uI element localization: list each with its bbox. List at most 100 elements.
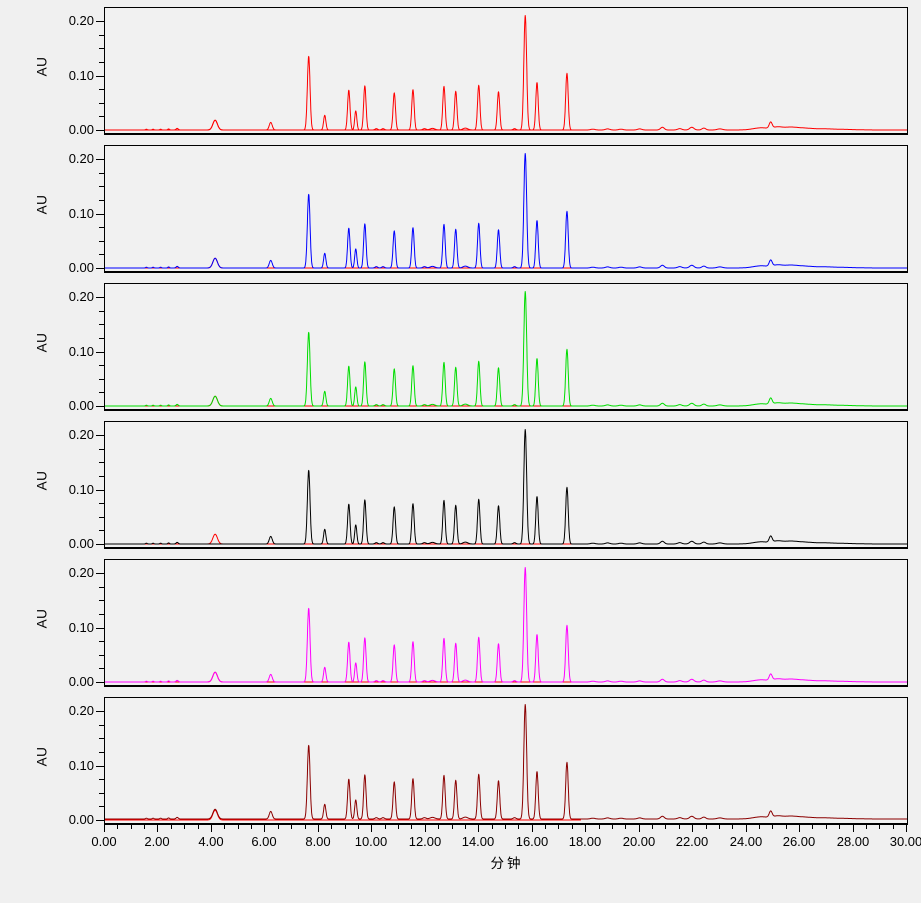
x-axis-tick-label-20.00: 20.00 — [622, 834, 656, 849]
plot-area-2 — [105, 153, 907, 269]
x-axis-major-tick — [585, 825, 586, 832]
y-axis-minor-tick — [99, 600, 104, 601]
y-axis-major-tick — [96, 627, 104, 629]
x-axis-minor-tick — [465, 825, 466, 829]
x-axis-tick-label-10.00: 10.00 — [354, 834, 388, 849]
x-axis-minor-tick — [411, 825, 412, 829]
x-axis-minor-tick — [879, 825, 880, 829]
y-axis-tick-label-0.20: 0.20 — [68, 703, 94, 718]
y-axis-minor-tick — [99, 324, 104, 325]
y-axis-title: AU — [34, 56, 50, 77]
y-axis-major-tick — [96, 711, 104, 712]
x-axis-minor-tick — [505, 825, 506, 829]
x-axis-tick-label-14.00: 14.00 — [461, 834, 495, 849]
y-axis-title: AU — [34, 194, 50, 215]
chromatogram-panel-6[interactable] — [104, 697, 908, 825]
y-axis-minor-tick — [99, 379, 104, 380]
y-axis-minor-tick — [99, 89, 104, 90]
y-axis-title: AU — [34, 746, 50, 767]
y-axis-tick-label-0.00: 0.00 — [68, 674, 94, 689]
y-axis-minor-tick — [99, 587, 104, 588]
chromatogram-panel-4[interactable] — [104, 421, 908, 549]
x-axis-minor-tick — [291, 825, 292, 829]
x-axis-minor-tick — [385, 825, 386, 829]
y-axis-minor-tick — [99, 476, 104, 477]
x-axis-minor-tick — [652, 825, 653, 829]
x-axis-minor-tick — [732, 825, 733, 829]
x-axis-major-tick — [371, 825, 372, 832]
y-axis-minor-tick — [99, 62, 104, 63]
y-axis-minor-tick — [99, 449, 104, 450]
x-axis-minor-tick — [224, 825, 225, 829]
trace-injection-4 — [105, 429, 907, 545]
x-axis-minor-tick — [772, 825, 773, 829]
y-axis-minor-tick — [99, 173, 104, 174]
y-axis-minor-tick — [99, 517, 104, 518]
x-axis-major-tick — [639, 825, 640, 832]
x-axis-minor-tick — [612, 825, 613, 829]
y-axis-major-tick — [96, 573, 104, 574]
x-axis-minor-tick — [198, 825, 199, 829]
y-axis-minor-tick — [99, 365, 104, 366]
x-axis-minor-tick — [719, 825, 720, 829]
x-axis-major-tick — [425, 825, 426, 832]
plot-area-6 — [105, 704, 907, 821]
y-axis-minor-tick — [99, 200, 104, 201]
x-axis-tick-label-24.00: 24.00 — [729, 834, 763, 849]
trace-injection-2 — [105, 153, 907, 269]
x-axis-minor-tick — [706, 825, 707, 829]
y-axis-minor-tick — [99, 392, 104, 393]
y-axis-tick-label-0.10: 0.10 — [68, 757, 94, 773]
x-axis-tick-label-0.00: 0.00 — [91, 834, 117, 849]
x-axis-major-tick — [853, 825, 854, 832]
x-axis-minor-tick — [251, 825, 252, 829]
x-axis-tick-label-12.00: 12.00 — [408, 834, 442, 849]
x-axis-major-tick — [799, 825, 800, 832]
x-axis-tick-label-8.00: 8.00 — [305, 834, 331, 849]
y-axis-major-tick — [96, 489, 104, 491]
x-axis-tick-label-26.00: 26.00 — [782, 834, 816, 849]
x-axis-minor-tick — [572, 825, 573, 829]
x-axis-minor-tick — [238, 825, 239, 829]
chromatogram-panel-5[interactable] — [104, 559, 908, 687]
x-axis-minor-tick — [826, 825, 827, 829]
y-axis-tick-label-0.10: 0.10 — [68, 67, 94, 83]
y-axis-minor-tick — [99, 241, 104, 242]
y-axis-title: AU — [34, 470, 50, 491]
x-axis-tick-label-6.00: 6.00 — [251, 834, 277, 849]
y-axis-tick-label-0.00: 0.00 — [68, 122, 94, 137]
x-axis-major-tick — [478, 825, 479, 832]
y-axis-minor-tick — [99, 725, 104, 726]
chromatogram-panel-1[interactable] — [104, 7, 908, 135]
x-axis-minor-tick — [786, 825, 787, 829]
y-axis-tick-label-0.20: 0.20 — [68, 289, 94, 304]
x-axis-minor-tick — [184, 825, 185, 829]
x-axis-minor-tick — [345, 825, 346, 829]
x-axis-major-tick — [746, 825, 747, 832]
y-axis-minor-tick — [99, 738, 104, 739]
chromatogram-panel-3[interactable] — [104, 283, 908, 411]
x-axis-major-tick — [211, 825, 212, 832]
y-axis-minor-tick — [99, 655, 104, 656]
y-axis-major-tick — [96, 159, 104, 160]
x-axis-minor-tick — [893, 825, 894, 829]
x-axis-minor-tick — [131, 825, 132, 829]
y-axis-tick-label-0.00: 0.00 — [68, 260, 94, 275]
x-axis-minor-tick — [171, 825, 172, 829]
y-axis-tick-label-0.10: 0.10 — [68, 205, 94, 221]
trace-injection-5 — [105, 567, 907, 683]
x-axis-tick-label-16.00: 16.00 — [515, 834, 549, 849]
x-axis-minor-tick — [398, 825, 399, 829]
y-axis-major-tick — [96, 213, 104, 215]
chromatogram-panel-2[interactable] — [104, 145, 908, 273]
x-axis-major-tick — [157, 825, 158, 832]
x-axis-major-tick — [318, 825, 319, 832]
x-axis-major-tick — [906, 825, 907, 832]
x-axis-minor-tick — [144, 825, 145, 829]
x-axis-minor-tick — [305, 825, 306, 829]
y-axis-tick-label-0.20: 0.20 — [68, 13, 94, 28]
x-axis-minor-tick — [759, 825, 760, 829]
x-axis-minor-tick — [492, 825, 493, 829]
trace-injection-1 — [105, 15, 907, 131]
